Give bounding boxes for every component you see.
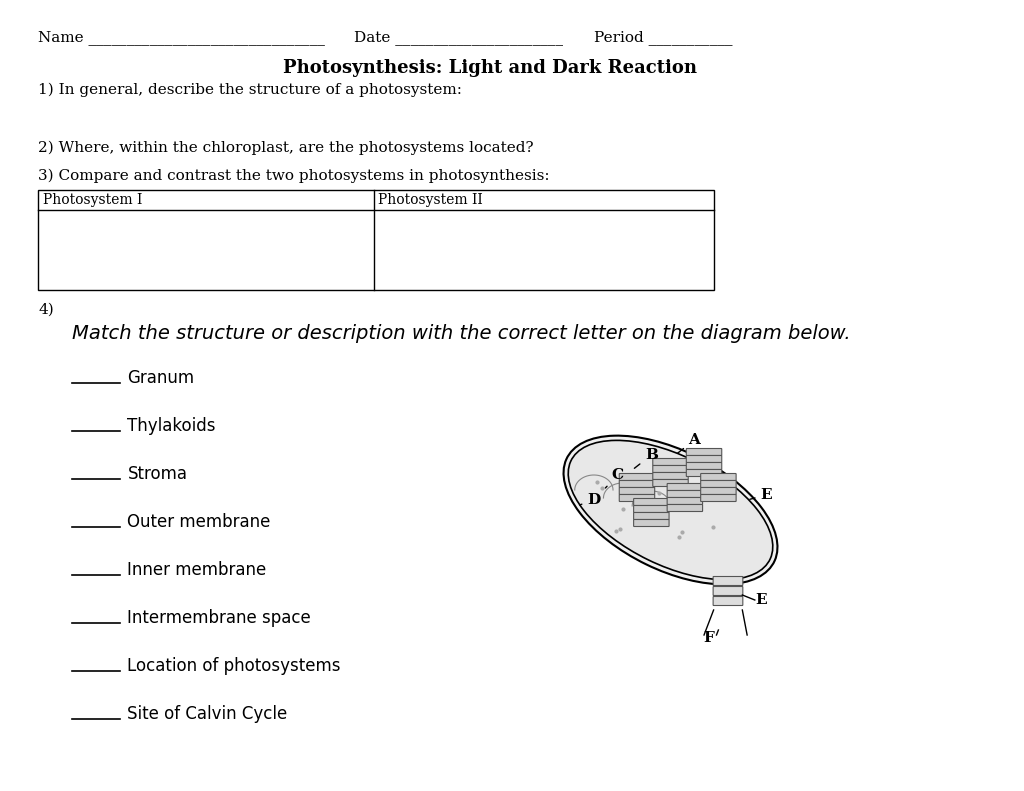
FancyBboxPatch shape bbox=[668, 490, 702, 498]
Text: Photosynthesis: Light and Dark Reaction: Photosynthesis: Light and Dark Reaction bbox=[284, 59, 697, 77]
FancyBboxPatch shape bbox=[713, 577, 742, 585]
Text: Thylakoids: Thylakoids bbox=[127, 417, 216, 435]
FancyBboxPatch shape bbox=[686, 448, 722, 456]
Text: B: B bbox=[635, 448, 657, 468]
Text: Location of photosystems: Location of photosystems bbox=[127, 657, 341, 675]
FancyBboxPatch shape bbox=[652, 472, 688, 479]
FancyBboxPatch shape bbox=[700, 494, 736, 501]
Text: Outer membrane: Outer membrane bbox=[127, 513, 270, 531]
Text: Match the structure or description with the correct letter on the diagram below.: Match the structure or description with … bbox=[72, 324, 851, 343]
Text: Period ___________: Period ___________ bbox=[594, 31, 732, 45]
FancyBboxPatch shape bbox=[700, 474, 736, 480]
FancyBboxPatch shape bbox=[652, 465, 688, 472]
Text: A: A bbox=[678, 433, 700, 453]
Text: Stroma: Stroma bbox=[127, 465, 187, 483]
FancyBboxPatch shape bbox=[634, 498, 669, 505]
Text: Date ______________________: Date ______________________ bbox=[354, 31, 563, 45]
Text: Intermembrane space: Intermembrane space bbox=[127, 609, 311, 627]
Text: E: E bbox=[756, 593, 767, 607]
Text: D: D bbox=[580, 493, 600, 507]
FancyBboxPatch shape bbox=[620, 487, 654, 494]
Ellipse shape bbox=[568, 441, 773, 580]
FancyBboxPatch shape bbox=[668, 483, 702, 490]
Text: C: C bbox=[605, 468, 624, 488]
FancyBboxPatch shape bbox=[620, 474, 654, 480]
Text: Photosystem II: Photosystem II bbox=[378, 193, 483, 207]
FancyBboxPatch shape bbox=[700, 480, 736, 487]
Text: Photosystem I: Photosystem I bbox=[43, 193, 142, 207]
FancyBboxPatch shape bbox=[634, 520, 669, 527]
Text: F: F bbox=[703, 631, 715, 645]
FancyBboxPatch shape bbox=[686, 456, 722, 463]
Text: Inner membrane: Inner membrane bbox=[127, 561, 266, 579]
FancyBboxPatch shape bbox=[668, 505, 702, 512]
Text: 4): 4) bbox=[38, 303, 54, 317]
FancyBboxPatch shape bbox=[620, 494, 654, 501]
Text: Granum: Granum bbox=[127, 369, 195, 387]
FancyBboxPatch shape bbox=[652, 479, 688, 486]
Bar bbox=[38, 190, 714, 290]
FancyBboxPatch shape bbox=[713, 596, 742, 605]
FancyBboxPatch shape bbox=[652, 459, 688, 465]
FancyBboxPatch shape bbox=[668, 498, 702, 505]
Text: 1) In general, describe the structure of a photosystem:: 1) In general, describe the structure of… bbox=[38, 83, 462, 97]
FancyBboxPatch shape bbox=[686, 463, 722, 470]
Ellipse shape bbox=[563, 436, 777, 585]
FancyBboxPatch shape bbox=[700, 487, 736, 494]
Text: 3) Compare and contrast the two photosystems in photosynthesis:: 3) Compare and contrast the two photosys… bbox=[38, 168, 550, 184]
Text: E: E bbox=[750, 488, 772, 502]
FancyBboxPatch shape bbox=[620, 480, 654, 487]
Text: Site of Calvin Cycle: Site of Calvin Cycle bbox=[127, 705, 288, 723]
Text: Name _______________________________: Name _______________________________ bbox=[38, 31, 326, 45]
FancyBboxPatch shape bbox=[686, 470, 722, 476]
FancyBboxPatch shape bbox=[634, 505, 669, 513]
FancyBboxPatch shape bbox=[713, 586, 742, 596]
Text: 2) Where, within the chloroplast, are the photosystems located?: 2) Where, within the chloroplast, are th… bbox=[38, 141, 534, 155]
FancyBboxPatch shape bbox=[634, 513, 669, 520]
